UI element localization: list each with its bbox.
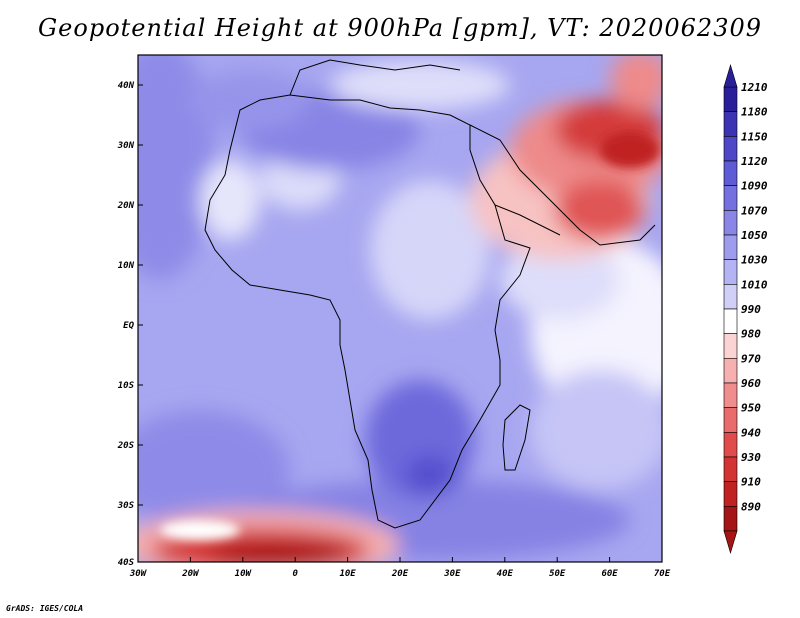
height-field [138, 55, 662, 562]
colorbar-label: 940 [741, 426, 761, 439]
colorbar-min-arrow [723, 530, 738, 555]
lat-tick-label: EQ [123, 321, 134, 331]
colorbar-label: 1150 [741, 130, 768, 143]
colorbar-swatch [723, 432, 738, 458]
map-title: Geopotential Height at 900hPa [gpm], VT:… [38, 14, 762, 42]
colorbar: 1210 1180 1150 1120 1090 1070 1050 1030 1010 990 9… [723, 63, 768, 555]
colorbar-swatch [723, 111, 738, 137]
lon-tick-label: 10E [339, 569, 356, 579]
lon-tick-label: 20W [181, 569, 200, 579]
colorbar-swatch [723, 407, 738, 433]
lat-tick-label: 10N [118, 261, 135, 271]
lat-tick-label: 40S [118, 558, 135, 568]
colorbar-label: 1210 [741, 81, 768, 94]
lon-tick-label: 40E [497, 569, 514, 579]
colorbar-swatch [723, 160, 738, 186]
colorbar-label: 910 [741, 476, 761, 489]
lon-tick-label: 30E [443, 569, 461, 579]
footer-credit: GrADS: IGES/COLA [6, 604, 84, 613]
colorbar-swatch [723, 185, 738, 211]
colorbar-swatch [723, 284, 738, 310]
lon-tick-label: 50E [549, 569, 566, 579]
colorbar-label: 1030 [741, 254, 768, 267]
colorbar-swatch [723, 234, 738, 260]
colorbar-label: 1070 [741, 204, 768, 217]
colorbar-swatch [723, 358, 738, 384]
colorbar-label: 990 [741, 303, 761, 316]
colorbar-swatch [723, 136, 738, 162]
lon-tick-label: 30W [129, 569, 148, 579]
colorbar-swatch [723, 259, 738, 285]
colorbar-label: 950 [741, 402, 761, 415]
colorbar-label: 1090 [741, 180, 768, 193]
lon-tick-label: 60E [601, 569, 618, 579]
lat-tick-label: 30S [117, 501, 135, 511]
lat-tick-label: 30N [117, 141, 135, 151]
colorbar-label: 1050 [741, 229, 768, 242]
colorbar-label: 890 [741, 500, 761, 513]
colorbar-label: 1180 [741, 106, 768, 119]
colorbar-swatch [723, 333, 738, 359]
lon-tick-label: 10W [235, 569, 253, 579]
colorbar-label: 980 [741, 328, 761, 341]
colorbar-swatch [723, 506, 738, 532]
lat-tick-label: 40N [118, 81, 135, 91]
colorbar-label: 1010 [741, 278, 768, 291]
colorbar-swatch [723, 86, 738, 112]
colorbar-swatch [723, 456, 738, 482]
lon-tick-label: 0 [292, 569, 298, 579]
colorbar-label: 1120 [741, 155, 768, 168]
colorbar-swatch [723, 481, 738, 507]
colorbar-swatch [723, 210, 738, 236]
colorbar-swatch [723, 308, 738, 334]
lat-tick-label: 10S [118, 381, 135, 391]
longitude-axis: 30W 20W 10W 0 10E 20E 30E 40E 50E 60E 70E [129, 557, 671, 579]
colorbar-label: 970 [741, 352, 761, 365]
coastlines [204, 59, 656, 529]
lon-tick-label: 70E [654, 569, 671, 579]
lat-tick-label: 20S [117, 441, 135, 451]
lon-tick-label: 20E [391, 569, 409, 579]
lat-tick-label: 20N [117, 201, 135, 211]
colorbar-label: 930 [741, 451, 761, 464]
colorbar-swatch [723, 382, 738, 408]
latitude-axis: 40N 30N 20N 10N EQ 10S 20S 30S 40S [117, 81, 143, 568]
colorbar-max-arrow [723, 63, 738, 88]
colorbar-label: 960 [741, 377, 761, 390]
